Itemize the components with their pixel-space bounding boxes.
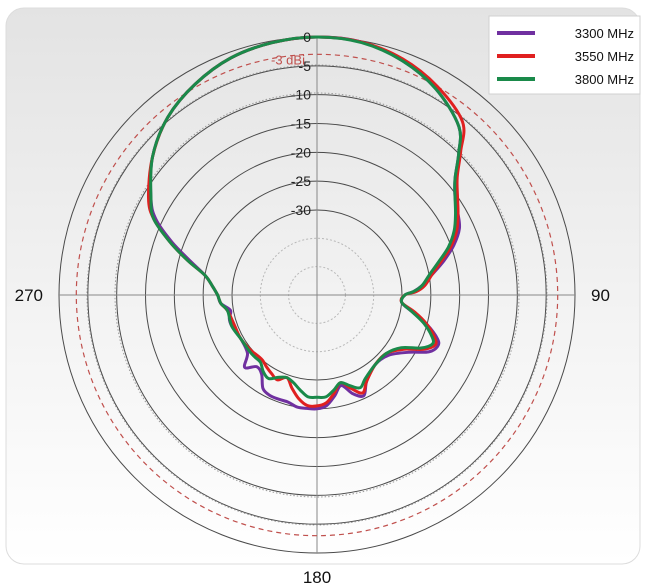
r-tick-label: -10	[291, 87, 311, 103]
reference-label: -3 dBi	[271, 52, 305, 67]
legend-label-3800-mhz: 3800 MHz	[575, 72, 634, 87]
legend-label-3300-mhz: 3300 MHz	[575, 26, 634, 41]
r-tick-label: -25	[291, 173, 311, 189]
reference-ring	[75, 53, 559, 537]
r-tick-label: -5	[299, 58, 312, 74]
legend-label-3550-mhz: 3550 MHz	[575, 49, 634, 64]
r-tick-label: -20	[291, 144, 311, 160]
r-tick-label: -15	[291, 116, 311, 132]
series-line-3800-mhz	[149, 35, 463, 400]
r-tick-label: 0	[303, 29, 311, 45]
r-tick-label: -30	[291, 202, 311, 218]
angle-label: 180	[303, 568, 331, 587]
angle-label: 90	[591, 286, 610, 305]
angle-label: 270	[15, 286, 43, 305]
